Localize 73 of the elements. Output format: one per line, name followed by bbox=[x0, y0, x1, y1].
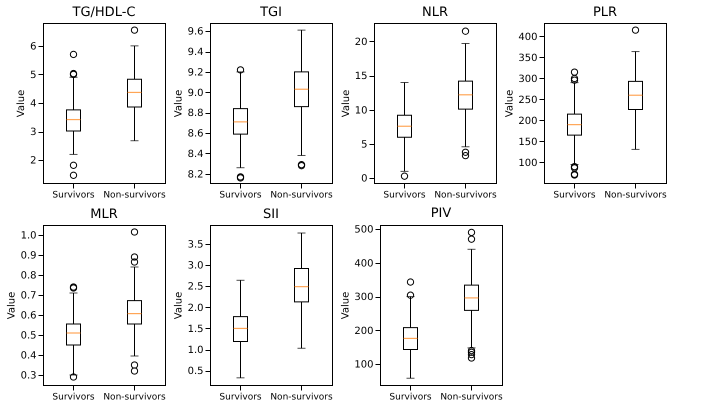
y-tick-label: 350 bbox=[518, 52, 538, 64]
y-axis-title: Value bbox=[6, 292, 18, 320]
x-tick-label: Survivors bbox=[52, 190, 95, 200]
y-tick-label: 2.5 bbox=[188, 282, 204, 293]
y-tick-label: 0.8 bbox=[20, 270, 36, 282]
x-tick-label: Non-survivors bbox=[103, 190, 166, 200]
y-tick-label: 4 bbox=[30, 98, 36, 110]
x-tick-label: Non-survivors bbox=[440, 392, 503, 402]
y-tick-label: 1.0 bbox=[20, 230, 36, 242]
x-tick-label: Non-survivors bbox=[103, 392, 166, 402]
y-tick-label: 150 bbox=[518, 136, 538, 148]
y-tick-label: 200 bbox=[354, 326, 374, 337]
y-tick-label: 300 bbox=[518, 74, 538, 85]
y-tick-label: 3.5 bbox=[188, 239, 204, 250]
y-tick-label: 8.8 bbox=[188, 108, 204, 120]
y-tick-label: 8.2 bbox=[188, 169, 204, 180]
x-tick-label: Non-survivors bbox=[270, 190, 333, 200]
chart-title: TG/HDL-C bbox=[72, 5, 136, 20]
y-axis-title: Value bbox=[174, 292, 185, 320]
x-tick-label: Survivors bbox=[219, 392, 262, 402]
y-tick-label: 0.6 bbox=[20, 310, 36, 322]
y-tick-label: 8.4 bbox=[188, 148, 204, 160]
chart-title: MLR bbox=[90, 207, 118, 222]
x-tick-label: Non-survivors bbox=[604, 190, 667, 200]
x-tick-label: Survivors bbox=[52, 392, 95, 402]
y-axis-title: Value bbox=[174, 90, 185, 118]
x-tick-label: Non-survivors bbox=[270, 392, 333, 402]
y-axis-title: Value bbox=[340, 90, 352, 118]
y-tick-label: 2.0 bbox=[188, 302, 204, 314]
y-tick-label: 6 bbox=[30, 41, 36, 52]
y-tick-label: 0.5 bbox=[20, 330, 36, 342]
chart-title: PLR bbox=[592, 5, 618, 20]
y-tick-label: 9.2 bbox=[188, 67, 204, 78]
y-tick-label: 15 bbox=[354, 71, 368, 82]
y-axis-title: Value bbox=[340, 292, 352, 320]
y-tick-label: 1.5 bbox=[188, 324, 204, 335]
y-tick-label: 0.5 bbox=[188, 366, 204, 378]
y-tick-label: 9.6 bbox=[188, 26, 204, 38]
y-tick-label: 3.0 bbox=[188, 260, 204, 272]
y-tick-label: 20 bbox=[354, 36, 368, 48]
x-tick-label: Survivors bbox=[219, 190, 262, 200]
y-tick-label: 2 bbox=[30, 156, 36, 167]
y-tick-label: 400 bbox=[518, 32, 538, 43]
y-tick-label: 100 bbox=[518, 158, 538, 169]
y-tick-label: 100 bbox=[354, 360, 374, 371]
x-tick-label: Survivors bbox=[553, 190, 596, 200]
chart-title: TGI bbox=[259, 5, 282, 20]
y-tick-label: 200 bbox=[518, 116, 538, 127]
y-tick-label: 400 bbox=[354, 258, 374, 270]
y-axis-title: Value bbox=[16, 90, 28, 118]
x-tick-label: Survivors bbox=[389, 392, 432, 402]
y-tick-label: 0.3 bbox=[20, 370, 36, 382]
y-tick-label: 5 bbox=[30, 70, 36, 81]
y-tick-label: 3 bbox=[30, 127, 36, 138]
x-tick-label: Survivors bbox=[383, 190, 426, 200]
chart-title: PIV bbox=[430, 206, 452, 222]
y-tick-label: 8.6 bbox=[188, 128, 204, 140]
y-tick-label: 9.4 bbox=[188, 47, 204, 58]
y-tick-label: 500 bbox=[354, 224, 374, 236]
x-tick-label: Non-survivors bbox=[434, 190, 497, 200]
chart-title: NLR bbox=[422, 5, 448, 20]
y-tick-label: 0.4 bbox=[20, 350, 36, 362]
y-tick-label: 0 bbox=[361, 174, 368, 185]
y-tick-label: 10 bbox=[354, 105, 368, 116]
y-tick-label: 0.7 bbox=[20, 290, 36, 302]
y-tick-label: 5 bbox=[361, 140, 368, 151]
y-tick-label: 300 bbox=[354, 292, 374, 304]
y-tick-label: 0.9 bbox=[20, 250, 36, 262]
y-tick-label: 250 bbox=[518, 94, 538, 106]
y-tick-label: 1.0 bbox=[188, 345, 204, 356]
y-tick-label: 9.0 bbox=[188, 88, 204, 99]
chart-title: SII bbox=[263, 207, 279, 222]
y-axis-title: Value bbox=[504, 90, 516, 118]
